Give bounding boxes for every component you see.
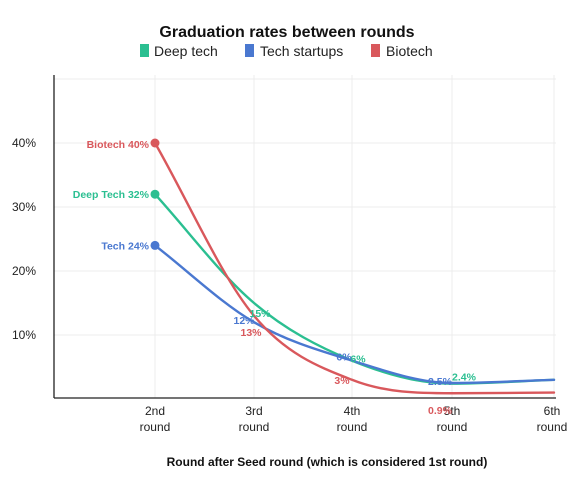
x-axis-label: Round after Seed round (which is conside… — [167, 455, 488, 469]
series-lines — [153, 141, 556, 395]
data-label-biotech: 0.9% — [428, 405, 453, 417]
data-label-biotech: 3% — [334, 375, 350, 387]
axes — [53, 75, 556, 399]
y-tick-label: 30% — [12, 200, 36, 214]
series-point-deep-tech — [150, 189, 160, 199]
x-tick-label: 4th — [344, 404, 361, 418]
x-tick-label-line2: round — [140, 420, 171, 434]
gridlines — [54, 75, 556, 398]
legend-swatch-tech-startups — [245, 44, 254, 57]
x-tick-label: 5th — [444, 404, 461, 418]
series-points — [150, 138, 160, 250]
data-label-tech-startups: 12% — [233, 315, 255, 327]
y-tick-label: 20% — [12, 264, 36, 278]
legend: Deep tech Tech startups Biotech — [140, 43, 433, 59]
series-point-tech-startups — [150, 240, 160, 250]
data-label-deep-tech: 15% — [249, 308, 271, 320]
data-label-deep-tech: Deep Tech 32% — [73, 189, 150, 201]
legend-label-tech-startups: Tech startups — [260, 43, 343, 59]
legend-label-biotech: Biotech — [386, 43, 433, 59]
legend-label-deep-tech: Deep tech — [154, 43, 218, 59]
y-axis-ticks: 10% 20% 30% 40% — [12, 136, 36, 342]
y-tick-label: 40% — [12, 136, 36, 150]
chart-title: Graduation rates between rounds — [159, 24, 414, 41]
x-tick-label-line2: round — [239, 420, 270, 434]
x-tick-label-line2: round — [437, 420, 468, 434]
x-axis-ticks: 2nd round 3rd round 4th round 5th round 6th round — [140, 404, 568, 434]
x-tick-label-line2: round — [337, 420, 368, 434]
x-tick-label: 2nd — [145, 404, 165, 418]
x-tick-label: 3rd — [245, 404, 262, 418]
data-label-biotech: 13% — [240, 327, 262, 339]
y-tick-label: 10% — [12, 328, 36, 342]
data-label-tech-startups: Tech 24% — [101, 240, 149, 252]
x-tick-label-line2: round — [537, 420, 568, 434]
data-labels: Deep Tech 32% 15% 6% 2.4% Tech 24% 12% 6% 2.5% B… — [73, 139, 477, 417]
data-label-tech-startups: 2.5% — [428, 376, 453, 388]
legend-swatch-deep-tech — [140, 44, 149, 57]
data-label-tech-startups: 6% — [336, 352, 352, 364]
series-point-biotech — [150, 138, 160, 148]
data-label-deep-tech: 2.4% — [452, 372, 477, 384]
series-line-tech-startups — [153, 244, 556, 385]
legend-swatch-biotech — [371, 44, 380, 57]
data-label-biotech: Biotech 40% — [87, 139, 150, 151]
data-label-deep-tech: 6% — [350, 354, 366, 366]
x-tick-label: 6th — [544, 404, 561, 418]
series-line-biotech — [153, 141, 556, 395]
